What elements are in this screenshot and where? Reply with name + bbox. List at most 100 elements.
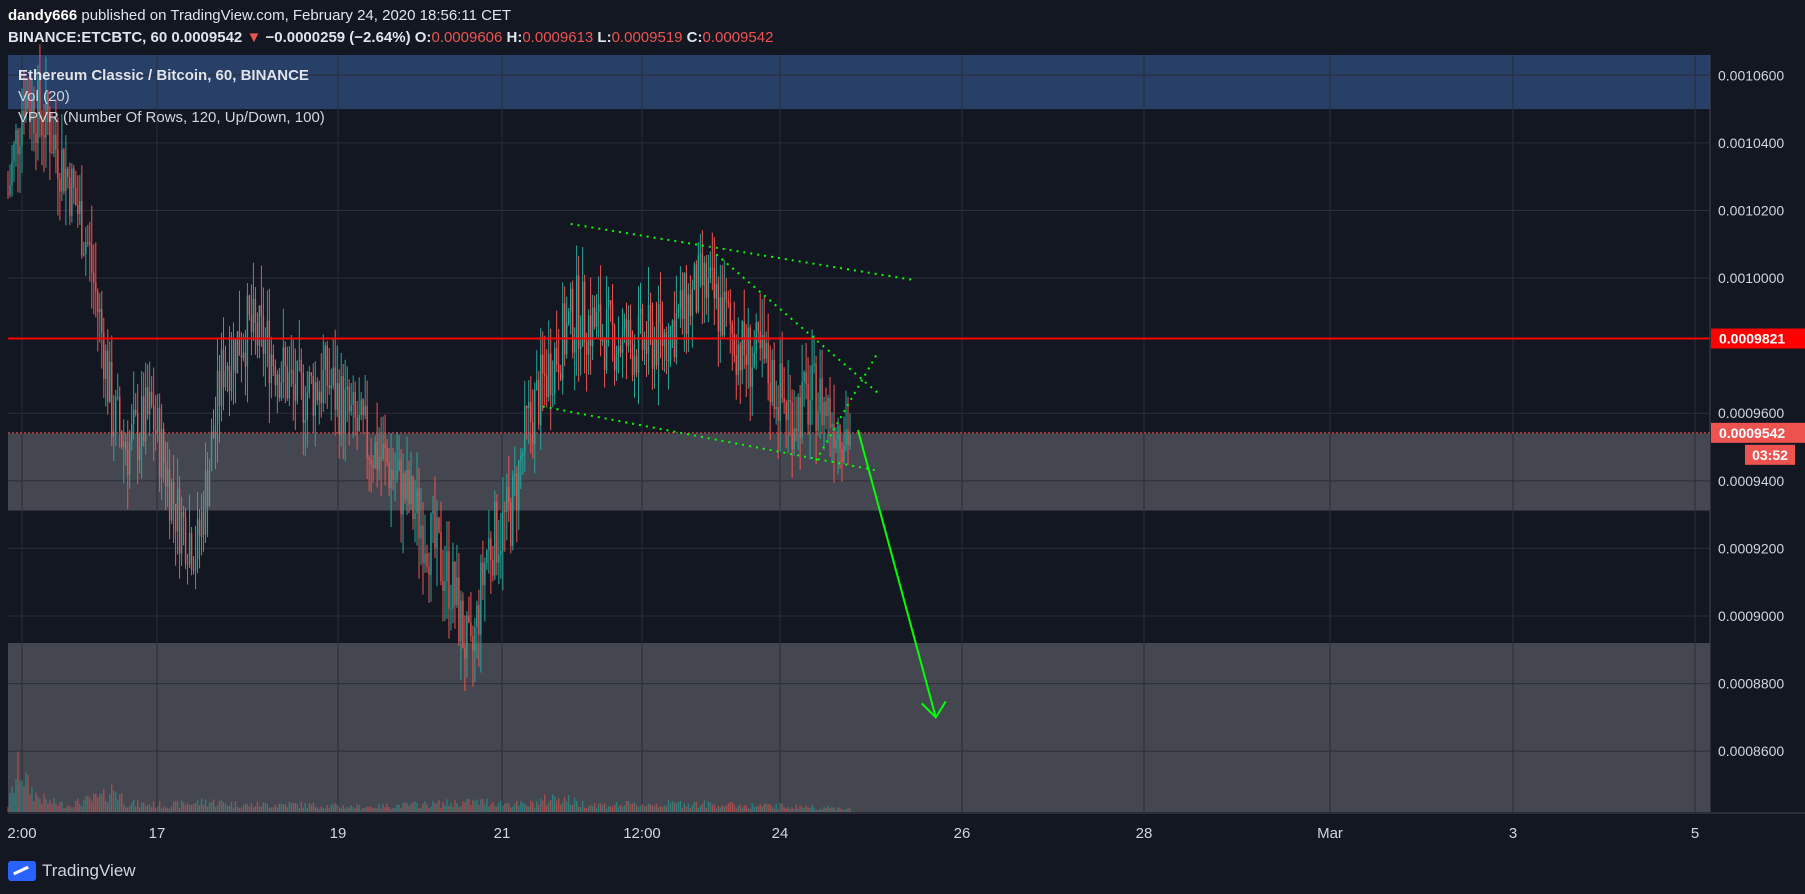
candle-body[interactable] [571, 288, 574, 353]
candle-body[interactable] [400, 459, 402, 515]
candle-body[interactable] [328, 385, 330, 389]
candle-body[interactable] [482, 562, 484, 586]
candle-body[interactable] [512, 475, 514, 547]
candle-body[interactable] [83, 254, 85, 256]
candle-body[interactable] [829, 397, 831, 428]
candle-body[interactable] [336, 383, 338, 410]
candle-body[interactable] [214, 425, 217, 439]
candle-body[interactable] [508, 486, 510, 503]
candle-body[interactable] [797, 396, 799, 432]
candle-body[interactable] [436, 517, 438, 548]
candle-body[interactable] [438, 517, 440, 533]
candle-body[interactable] [236, 331, 239, 373]
candle-body[interactable] [53, 134, 55, 154]
candle-body[interactable] [472, 636, 474, 651]
candle-body[interactable] [765, 343, 767, 359]
candle-body[interactable] [480, 562, 482, 635]
candle-body[interactable] [783, 398, 785, 402]
candle-body[interactable] [117, 396, 119, 398]
candle-body[interactable] [460, 600, 462, 642]
candle-body[interactable] [769, 383, 771, 403]
candle-body[interactable] [196, 519, 199, 559]
candle-body[interactable] [103, 332, 105, 379]
candle-body[interactable] [140, 396, 143, 447]
candle-body[interactable] [107, 350, 109, 402]
candle-body[interactable] [767, 343, 769, 384]
candle-body[interactable] [587, 315, 590, 355]
candle-body[interactable] [312, 375, 314, 416]
candle-body[interactable] [811, 365, 813, 401]
candle-body[interactable] [240, 355, 243, 358]
candle-body[interactable] [490, 538, 492, 560]
candle-body[interactable] [839, 425, 841, 450]
candle-body[interactable] [639, 308, 642, 315]
candle-body[interactable] [683, 273, 686, 319]
candle-body[interactable] [476, 605, 478, 628]
candle-body[interactable] [111, 362, 113, 437]
candle-body[interactable] [737, 344, 739, 375]
candle-body[interactable] [129, 441, 131, 475]
candle-body[interactable] [719, 297, 722, 332]
candle-body[interactable] [825, 401, 827, 417]
candle-body[interactable] [613, 325, 616, 371]
candle-body[interactable] [841, 449, 843, 462]
candle-body[interactable] [280, 382, 283, 398]
candle-body[interactable] [617, 345, 620, 357]
candle-body[interactable] [615, 356, 618, 371]
candle-body[interactable] [843, 445, 845, 462]
candle-body[interactable] [779, 363, 781, 421]
legend-title[interactable]: Ethereum Classic / Bitcoin, 60, BINANCE [18, 67, 309, 84]
candle-body[interactable] [420, 525, 422, 539]
candle-body[interactable] [641, 308, 644, 350]
candle-body[interactable] [23, 110, 25, 117]
candle-body[interactable] [601, 338, 604, 342]
candle-body[interactable] [294, 383, 297, 401]
candle-body[interactable] [180, 511, 183, 554]
candle-body[interactable] [466, 615, 468, 659]
candle-body[interactable] [819, 378, 821, 412]
candle-body[interactable] [847, 429, 849, 445]
candle-body[interactable] [725, 291, 727, 301]
candle-body[interactable] [807, 383, 809, 425]
triangle-upper-line[interactable] [570, 222, 913, 281]
candle-body[interactable] [332, 367, 334, 386]
candle-body[interactable] [516, 473, 518, 511]
candle-body[interactable] [524, 405, 526, 453]
candle-body[interactable] [67, 168, 69, 178]
candle-body[interactable] [432, 510, 434, 514]
candle-body[interactable] [105, 350, 107, 379]
candle-body[interactable] [146, 387, 149, 415]
candle-body[interactable] [170, 482, 173, 521]
candle-body[interactable] [478, 605, 480, 635]
candle-body[interactable] [340, 376, 342, 436]
candle-body[interactable] [837, 425, 839, 440]
candle-body[interactable] [398, 459, 400, 471]
tradingview-logo[interactable]: TradingView [8, 861, 136, 881]
candle-body[interactable] [372, 465, 374, 468]
candle-body[interactable] [707, 278, 710, 298]
candle-body[interactable] [182, 511, 185, 518]
candle-body[interactable] [773, 360, 775, 410]
candle-body[interactable] [444, 581, 446, 591]
candle-body[interactable] [31, 95, 33, 121]
candle-body[interactable] [611, 304, 614, 326]
candle-body[interactable] [623, 318, 626, 329]
candle-body[interactable] [546, 375, 548, 397]
candle-body[interactable] [396, 470, 398, 480]
candle-body[interactable] [174, 504, 177, 532]
candle-body[interactable] [540, 354, 542, 425]
candle-body[interactable] [210, 431, 213, 471]
candle-body[interactable] [412, 476, 414, 520]
candle-body[interactable] [234, 338, 237, 373]
candle-body[interactable] [787, 400, 789, 420]
candle-body[interactable] [430, 513, 432, 575]
candle-body[interactable] [705, 262, 708, 298]
candle-body[interactable] [394, 479, 396, 481]
author-name[interactable]: dandy666 [8, 7, 78, 24]
candle-body[interactable] [142, 396, 145, 442]
candle-body[interactable] [585, 341, 588, 355]
candle-body[interactable] [777, 407, 779, 421]
candle-body[interactable] [657, 303, 660, 365]
candle-body[interactable] [270, 354, 273, 383]
candle-body[interactable] [504, 510, 506, 512]
